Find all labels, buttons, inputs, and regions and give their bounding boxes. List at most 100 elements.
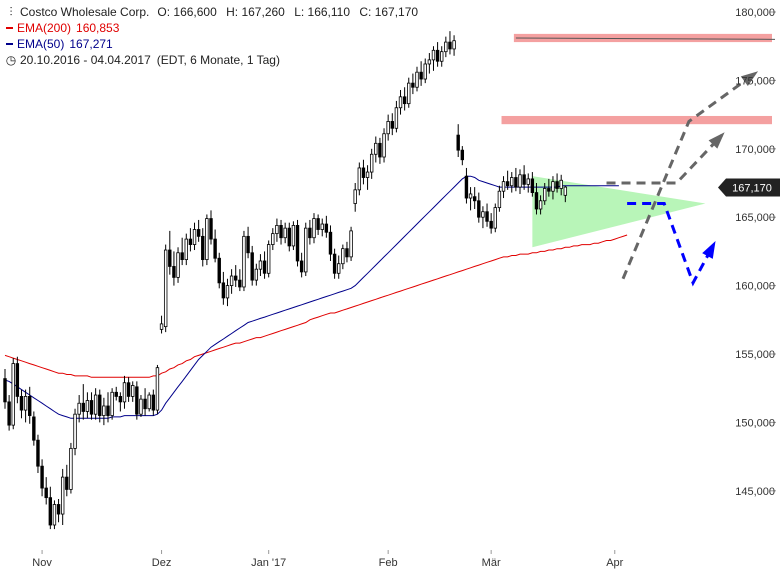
candle-95: [394, 100, 399, 133]
candle-body-down: [36, 439, 40, 467]
candle-87: [361, 159, 366, 185]
candle-body-down: [65, 476, 69, 490]
candle-86: [357, 162, 362, 196]
candle-44: [184, 233, 188, 266]
ema200-label: EMA(200): [17, 21, 72, 35]
resistance-zone-1: [513, 33, 772, 43]
candle-127: [526, 173, 530, 193]
candle-body-down: [505, 181, 510, 187]
candle-40: [168, 230, 172, 275]
candle-body-down: [472, 196, 477, 202]
candle-31: [131, 381, 135, 402]
ema50-label: EMA(50): [17, 37, 65, 51]
candle-72: [299, 252, 304, 278]
candle-body-down: [44, 487, 48, 499]
ohlc-low: L: 166,110: [294, 5, 351, 19]
ema200-line: [4, 234, 628, 378]
candle-27: [114, 386, 118, 401]
candle-body-up: [563, 186, 568, 196]
candle-7: [32, 411, 36, 446]
candle-126: [522, 165, 526, 190]
candle-120: [497, 185, 502, 212]
candle-body-down: [188, 238, 193, 245]
y-tick-label: 180,000: [735, 7, 775, 19]
legend-ema50: EMA(50) 167,271: [4, 36, 424, 52]
ema50-line: [4, 175, 619, 419]
date-range: 20.10.2016 - 04.04.2017: [20, 53, 151, 67]
candle-75: [312, 213, 316, 244]
candle-129: [534, 183, 539, 215]
candle-49: [205, 214, 209, 266]
candle-77: [320, 218, 324, 237]
candle-body-down: [40, 465, 44, 489]
candle-body-up: [369, 153, 374, 173]
candle-60: [250, 245, 254, 286]
candle-97: [402, 87, 407, 111]
candle-body-down: [390, 121, 394, 129]
candle-body-down: [106, 405, 110, 416]
candle-body-up: [266, 244, 271, 274]
candle-body-up: [147, 394, 151, 410]
candle-body-up: [423, 63, 427, 80]
candle-1: [7, 395, 11, 431]
candle-body-up: [11, 363, 15, 426]
candle-body-up: [320, 223, 324, 230]
candle-128: [530, 172, 535, 197]
candle-body-up: [398, 96, 403, 109]
candle-body-up: [254, 268, 259, 281]
y-tick-label: 145,000: [735, 486, 775, 498]
forecast-arrows: [606, 71, 759, 287]
candle-body-up: [155, 367, 160, 411]
candle-20: [85, 392, 90, 419]
candle-64: [266, 240, 271, 278]
candle-body-up: [85, 400, 90, 412]
candle-body-down: [48, 497, 53, 526]
candle-5: [23, 389, 28, 423]
candle-body-down: [534, 192, 539, 210]
candle-91: [378, 137, 382, 164]
ema200-value: 160,853: [76, 21, 120, 35]
candle-body-down: [221, 282, 226, 299]
ema200-swatch: [6, 27, 13, 29]
candle-body-down: [151, 394, 156, 411]
candle-34: [143, 388, 147, 416]
arrow-head: [708, 132, 725, 149]
candle-113: [468, 187, 473, 211]
candle-12: [52, 500, 57, 530]
candle-body-down: [485, 211, 489, 222]
candle-body-up: [205, 218, 209, 261]
candle-79: [328, 225, 333, 261]
candle-134: [555, 173, 559, 193]
candle-body-up: [122, 382, 127, 403]
legend-title-row: ⫶ Costco Wholesale Corp. O: 166,600 H: 1…: [4, 4, 424, 20]
candle-body-down: [213, 238, 217, 259]
candle-82: [341, 244, 345, 270]
y-tick-label: 155,000: [735, 349, 775, 361]
candle-body-down: [98, 394, 102, 416]
candle-body-up: [275, 225, 279, 235]
x-tick-label: Apr: [606, 557, 623, 569]
candle-body-down: [81, 402, 85, 412]
candle-80: [332, 248, 337, 279]
candle-body-up: [304, 227, 308, 273]
candle-37: [155, 364, 160, 415]
candle-body-up: [538, 200, 543, 210]
candle-45: [188, 228, 193, 252]
candle-body-up: [357, 167, 362, 191]
y-tick-label: 165,000: [735, 212, 775, 224]
candle-15: [65, 464, 69, 497]
y-axis: 180,000 175,000 170,000 165,000 160,000 155,0…: [735, 7, 776, 498]
candlestick-icon: ⫶: [9, 5, 13, 19]
candle-81: [337, 255, 341, 279]
candle-4: [19, 389, 24, 419]
candle-body-down: [32, 416, 36, 441]
x-axis: Nov Dez Jan '17 Feb Mär Apr: [32, 550, 624, 569]
candle-17: [73, 408, 77, 456]
candle-70: [291, 221, 296, 251]
candle-body-down: [489, 220, 493, 229]
triangle-pattern: [532, 176, 706, 248]
candle-body-down: [168, 249, 172, 267]
candle-body-down: [89, 400, 94, 415]
arrow-gray-2: [621, 72, 756, 280]
candle-body-up: [139, 398, 143, 415]
